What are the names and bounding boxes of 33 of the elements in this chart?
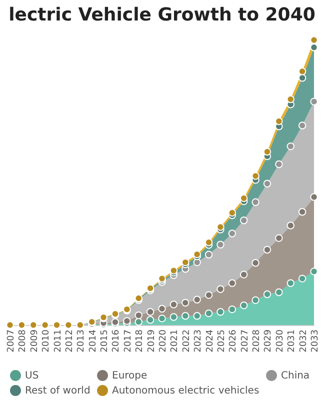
x-tick-label: 2018 [135,329,146,352]
x-tick-label: 2020 [158,329,168,352]
x-tick-label: 2030 [275,329,286,352]
x-tick-label: 2019 [146,329,157,352]
chart-title: lectric Vehicle Growth to 2040 [8,4,316,26]
x-tick-label: 2023 [194,330,204,352]
x-tick-label: 2026 [228,329,239,352]
x-tick-label: 2012 [64,330,75,352]
x-tick-label: 2028 [252,329,262,352]
x-tick-label: 2022 [182,330,192,352]
x-tick-label: 2007 [6,330,16,352]
x-tick-label: 2032 [298,330,309,352]
legend-label: Europe [112,370,148,382]
x-tick-label: 2017 [123,330,134,352]
x-tick-label: 2016 [112,329,122,352]
legend-label: Autonomous electric vehicles [112,386,260,396]
x-tick-label: 2027 [240,330,250,352]
x-tick-label: 2025 [216,330,227,352]
x-tick-label: 2014 [88,329,98,352]
x-tick-label: 2029 [264,329,274,352]
x-tick-label: 2010 [42,329,52,352]
x-tick-label: 2021 [170,330,180,352]
x-tick-label: 2011 [53,330,64,352]
x-tick-label: 2033 [310,330,320,352]
x-tick-label: 2008 [18,329,28,352]
x-tick-label: 2009 [30,329,40,352]
legend-label: Rest of world [25,386,90,396]
x-tick-label: 2015 [100,330,110,352]
x-tick-label: 2031 [287,330,298,352]
x-tick-label: 2013 [76,330,87,352]
x-tick-label: 2024 [205,329,216,352]
legend-label: China [281,370,310,382]
legend-label: US [25,370,39,382]
